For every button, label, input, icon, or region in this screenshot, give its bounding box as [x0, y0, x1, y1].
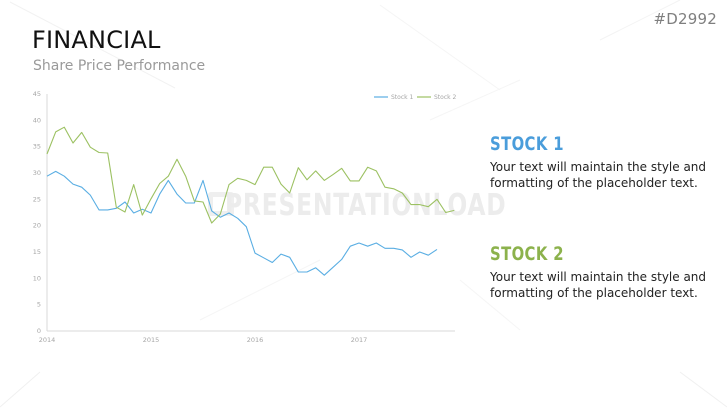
y-tick-label: 45: [33, 90, 41, 98]
y-tick-label: 10: [33, 274, 41, 282]
y-tick-label: 0: [37, 327, 41, 335]
stock-1-block: STOCK 1 Your text will maintain the styl…: [490, 133, 720, 191]
stock-2-text: Your text will maintain the style and fo…: [490, 270, 707, 300]
y-tick-label: 20: [33, 222, 41, 230]
y-tick-label: 5: [37, 301, 41, 309]
y-tick-label: 35: [33, 143, 41, 151]
y-tick-label: 25: [33, 195, 41, 203]
x-tick-label: 2015: [143, 336, 160, 344]
y-tick-label: 15: [33, 248, 41, 256]
stock-2-title: STOCK 2: [490, 243, 564, 265]
stock-1-title: STOCK 1: [490, 133, 564, 155]
stock-2-block: STOCK 2 Your text will maintain the styl…: [490, 243, 720, 301]
slide-code: #D2992: [653, 10, 717, 28]
series-line-stock-2: [46, 126, 455, 224]
y-axis: 0 5 10 15 20 25 30 35 40 45: [33, 90, 48, 335]
legend-label-stock-1: Stock 1: [391, 94, 414, 101]
series-line-stock-1: [46, 170, 438, 276]
x-tick-label: 2016: [247, 336, 264, 344]
page-title: FINANCIAL: [32, 26, 161, 54]
chart-series: [46, 126, 455, 276]
x-tick-label: 2014: [39, 336, 56, 344]
stock-1-text: Your text will maintain the style and fo…: [490, 160, 707, 190]
page-subtitle: Share Price Performance: [33, 58, 206, 74]
legend-label-stock-2: Stock 2: [434, 94, 457, 101]
chart-legend: Stock 1 Stock 2: [374, 94, 457, 101]
y-tick-label: 30: [33, 169, 41, 177]
x-axis: 2014 2015 2016 2017: [39, 330, 455, 344]
watermark: PRESENTATIONLOAD: [225, 188, 507, 223]
x-tick-label: 2017: [351, 336, 368, 344]
y-tick-label: 40: [33, 116, 41, 124]
